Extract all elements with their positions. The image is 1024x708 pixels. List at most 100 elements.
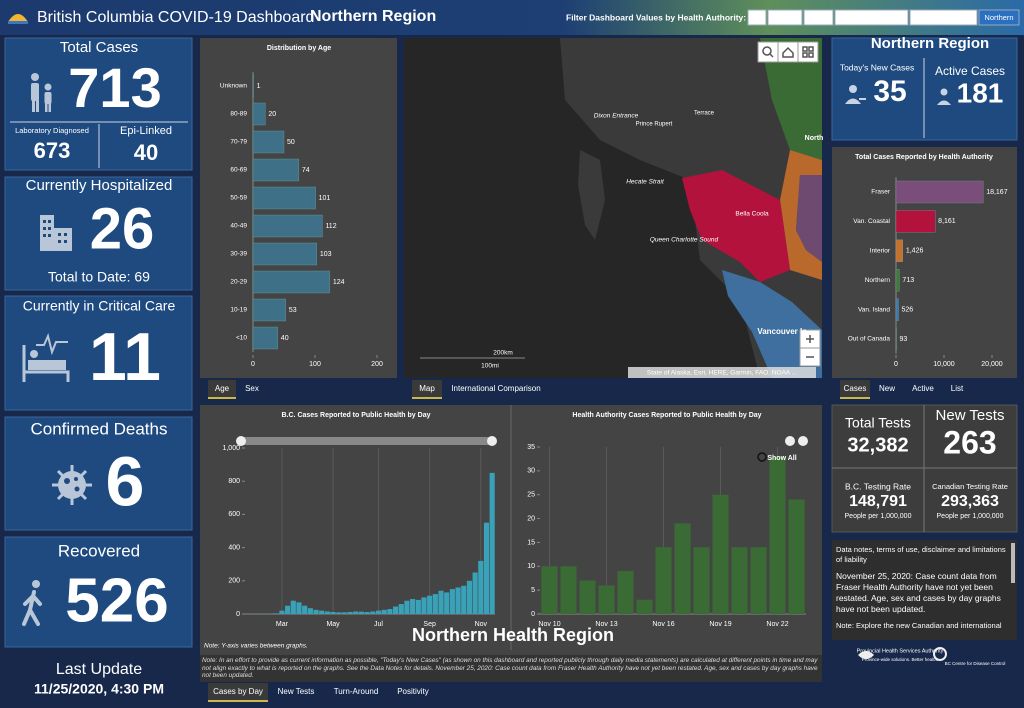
hospital-icon — [40, 215, 72, 251]
y-tick-label: 15 — [527, 539, 535, 546]
bar — [252, 74, 254, 98]
filter-button[interactable] — [803, 9, 834, 26]
active-tab[interactable] — [412, 380, 442, 398]
notes-panel — [832, 540, 1017, 640]
x-tick-label: Nov 22 — [766, 621, 788, 628]
tab[interactable]: Cases by Day — [213, 687, 263, 696]
bar — [307, 608, 313, 614]
slider-handle[interactable] — [798, 436, 808, 446]
region-title: Northern Region — [310, 8, 436, 25]
filter-button[interactable] — [978, 9, 1020, 26]
y-tick-label: 400 — [228, 544, 240, 551]
bar — [579, 580, 596, 614]
bar — [731, 547, 748, 614]
notes-heading[interactable]: Data notes, terms of use, disclaimer and… — [836, 545, 1006, 564]
bar — [769, 456, 786, 614]
tab[interactable]: Turn-Around — [334, 687, 379, 696]
slider-handle[interactable] — [785, 436, 795, 446]
coastal-region — [682, 170, 790, 282]
card-label: Currently in Critical Care — [23, 298, 176, 314]
stat-value: 263 — [943, 424, 996, 460]
tab[interactable]: Positivity — [397, 687, 429, 696]
map-label: Dixon Entrance — [594, 113, 639, 120]
x-tick-label: Jul — [374, 621, 383, 628]
bar — [712, 494, 729, 614]
map[interactable] — [404, 38, 822, 378]
home-button[interactable] — [777, 41, 799, 63]
value-label: 18,167 — [986, 189, 1008, 196]
tab[interactable]: New Tests — [278, 687, 315, 696]
stat-value: 32,382 — [847, 434, 908, 456]
card-subvalue: 40 — [134, 140, 158, 165]
show-all-icon — [757, 452, 767, 462]
deaths-card — [4, 416, 193, 531]
filter-label[interactable]: Vancouver Coastal — [840, 13, 903, 22]
card-value: 713 — [68, 56, 161, 119]
bc-logo — [8, 14, 28, 24]
show-all[interactable]: Show All — [767, 455, 796, 462]
dashboard-title: British Columbia COVID-19 Dashboard — [37, 9, 314, 26]
annotation: Northern Health Region — [412, 625, 614, 645]
search-button[interactable] — [757, 41, 779, 63]
bar — [483, 522, 490, 614]
bar — [252, 326, 278, 350]
stat-label: B.C. Testing Rate — [845, 481, 911, 491]
tab[interactable]: New — [879, 384, 895, 393]
filter-label[interactable]: All — [753, 13, 762, 22]
value-label: 526 — [902, 306, 914, 313]
bar — [466, 580, 472, 614]
scrollbar[interactable] — [1011, 543, 1015, 583]
bar — [636, 599, 653, 614]
y-tick-label: 600 — [228, 511, 240, 518]
slider-handle[interactable] — [487, 436, 497, 446]
basemap-button[interactable] — [797, 41, 819, 63]
bar — [461, 585, 467, 614]
slider-handle[interactable] — [236, 436, 246, 446]
y-tick-label: Unknown — [220, 83, 247, 90]
filter-label[interactable]: Fraser — [808, 13, 830, 22]
x-tick-label: Mar — [276, 621, 289, 628]
bar — [478, 560, 484, 614]
bar — [252, 298, 287, 322]
y-tick-label: 200 — [228, 578, 240, 585]
x-tick-label: Nov 13 — [595, 621, 617, 628]
stat-value: 293,363 — [941, 493, 999, 510]
x-tick-label: Nov 16 — [652, 621, 674, 628]
people-icon — [31, 73, 52, 112]
tab[interactable]: List — [951, 384, 964, 393]
filter-label[interactable]: Interior — [773, 13, 797, 22]
y-tick-label: Northern — [865, 277, 891, 284]
bar — [313, 609, 319, 614]
tab[interactable]: Map — [419, 384, 435, 393]
filter-button[interactable] — [909, 9, 978, 26]
bar — [617, 571, 634, 614]
active-tab[interactable] — [208, 683, 268, 701]
interior-region — [780, 150, 822, 280]
bar — [353, 611, 359, 614]
bar — [330, 612, 336, 614]
y-tick-label: <10 — [236, 335, 247, 342]
filter-button[interactable] — [834, 9, 909, 26]
bar — [273, 613, 279, 614]
tab[interactable]: Sex — [245, 384, 259, 393]
filter-button[interactable] — [767, 9, 803, 26]
tab[interactable]: Age — [215, 384, 230, 393]
x-tick-label: May — [326, 621, 340, 628]
filter-label[interactable]: Northern — [984, 13, 1013, 22]
card-value: 526 — [65, 566, 168, 635]
y-tick-label: 1,000 — [222, 445, 240, 452]
filter-button[interactable] — [747, 9, 767, 26]
tab[interactable]: Cases — [844, 384, 867, 393]
tab[interactable]: International Comparison — [451, 384, 540, 393]
x-tick-label: Nov 19 — [709, 621, 731, 628]
active-tab[interactable] — [208, 380, 236, 398]
y-tick-label: 800 — [228, 478, 240, 485]
value-label: 103 — [320, 251, 332, 258]
tab[interactable]: Active — [912, 384, 934, 393]
filter-label[interactable]: Vancouver Island — [915, 13, 972, 22]
active-tab[interactable] — [840, 380, 870, 398]
bed-icon — [22, 332, 70, 382]
value-label: 8,161 — [938, 218, 956, 225]
range-slider[interactable] — [240, 437, 494, 445]
